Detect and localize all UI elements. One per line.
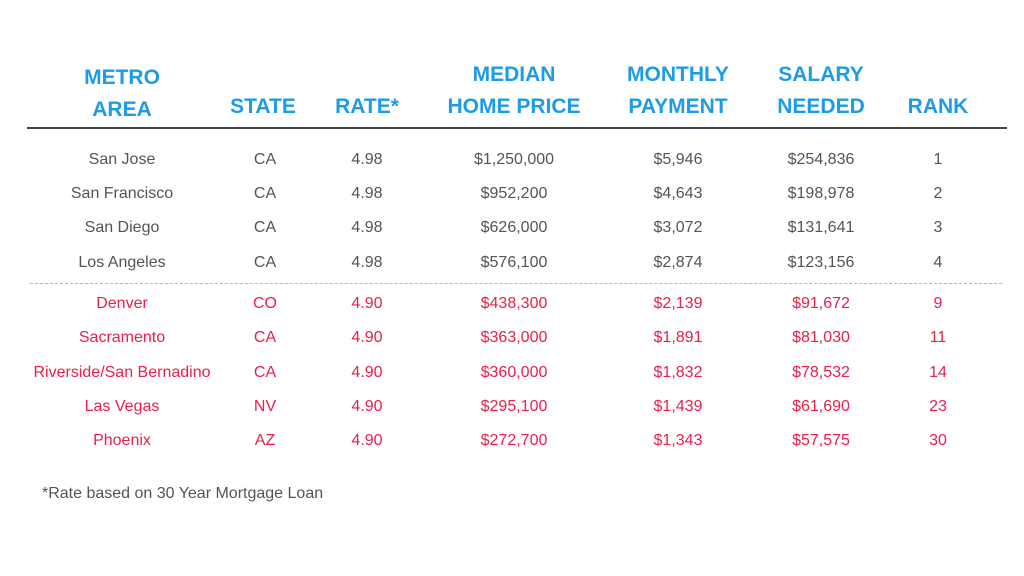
cell-metro: Phoenix (93, 432, 151, 449)
header-payment-line-2: PAYMENT (628, 95, 728, 118)
cell-payment: $3,072 (653, 219, 703, 236)
cell-salary: $198,978 (787, 185, 855, 202)
cell-metro: Las Vegas (84, 398, 160, 415)
header-metro-area: METRO AREA (84, 62, 160, 126)
cell-rate: 4.98 (351, 151, 383, 168)
header-price-line-2: HOME PRICE (447, 95, 581, 118)
cell-rank: 11 (929, 329, 947, 346)
cell-price: $1,250,000 (473, 151, 555, 168)
header-divider (27, 127, 1007, 129)
cell-metro: San Jose (88, 151, 156, 168)
header-median-home-price: MEDIAN HOME PRICE (447, 59, 580, 123)
cell-rank: 3 (933, 219, 943, 236)
cell-price: $360,000 (480, 364, 548, 381)
cell-rank: 4 (933, 254, 943, 271)
table-row: San Diego CA 4.98 $626,000 $3,072 $131,641 3 (0, 216, 1024, 240)
cell-price: $438,300 (480, 295, 548, 312)
cell-rank: 2 (933, 185, 943, 202)
cell-rate: 4.90 (351, 364, 383, 381)
cell-metro: Denver (96, 295, 148, 312)
cell-salary: $91,672 (792, 295, 850, 312)
cell-rate: 4.98 (351, 254, 383, 271)
table-row: Phoenix AZ 4.90 $272,700 $1,343 $57,575 30 (0, 429, 1024, 453)
cell-state: CA (253, 329, 277, 346)
cell-state: CA (253, 185, 277, 202)
cell-salary: $123,156 (787, 254, 855, 271)
cell-metro: San Francisco (70, 185, 174, 202)
header-rank: RANK (907, 95, 969, 118)
cell-salary: $61,690 (792, 398, 850, 415)
cell-salary: $57,575 (792, 432, 850, 449)
cell-state: AZ (254, 432, 276, 449)
cell-state: CA (253, 364, 277, 381)
cell-price: $295,100 (480, 398, 548, 415)
header-salary-line-2: NEEDED (777, 95, 865, 118)
cell-rate: 4.90 (351, 432, 383, 449)
cell-payment: $1,891 (653, 329, 703, 346)
header-metro-line-2: AREA (92, 98, 152, 121)
cell-price: $363,000 (480, 329, 548, 346)
cell-rate: 4.90 (351, 398, 383, 415)
cell-metro: Riverside/San Bernadino (33, 364, 211, 381)
cell-rank: 14 (929, 364, 947, 381)
table-row: Los Angeles CA 4.98 $576,100 $2,874 $123,156 4 (0, 251, 1024, 275)
cell-state: NV (253, 398, 277, 415)
table-row: San Jose CA 4.98 $1,250,000 $5,946 $254,836 1 (0, 148, 1024, 172)
cell-payment: $1,439 (653, 398, 703, 415)
cell-rate: 4.98 (351, 185, 383, 202)
cell-rank: 30 (929, 432, 947, 449)
cell-payment: $2,139 (653, 295, 703, 312)
header-price-line-1: MEDIAN (472, 63, 556, 86)
cell-state: CA (253, 151, 277, 168)
header-monthly-payment: MONTHLY PAYMENT (627, 59, 729, 123)
cell-rate: 4.90 (351, 295, 383, 312)
table-row: Las Vegas NV 4.90 $295,100 $1,439 $61,690 23 (0, 395, 1024, 419)
cell-salary: $78,532 (792, 364, 850, 381)
cell-metro: Los Angeles (78, 254, 166, 271)
cell-state: CA (253, 219, 277, 236)
cell-payment: $1,832 (653, 364, 703, 381)
cell-rate: 4.98 (351, 219, 383, 236)
table-row: Denver CO 4.90 $438,300 $2,139 $91,672 9 (0, 292, 1024, 316)
cell-salary: $81,030 (792, 329, 850, 346)
cell-state: CA (253, 254, 277, 271)
header-payment-line-1: MONTHLY (627, 63, 729, 86)
header-salary-needed: SALARY NEEDED (777, 59, 865, 123)
cell-price: $952,200 (480, 185, 548, 202)
cell-state: CO (253, 295, 277, 312)
cell-price: $626,000 (480, 219, 548, 236)
footnote: *Rate based on 30 Year Mortgage Loan (42, 485, 324, 502)
cell-price: $272,700 (480, 432, 548, 449)
table-row: San Francisco CA 4.98 $952,200 $4,643 $198,97… (0, 182, 1024, 206)
cell-rank: 9 (933, 295, 943, 312)
header-salary-line-1: SALARY (778, 63, 864, 86)
header-rate: RATE* (335, 95, 399, 118)
group-divider (30, 283, 1002, 284)
cell-rank: 1 (933, 151, 943, 168)
cell-rank: 23 (929, 398, 947, 415)
cell-salary: $131,641 (787, 219, 855, 236)
cell-rate: 4.90 (351, 329, 383, 346)
cell-payment: $4,643 (653, 185, 703, 202)
cell-metro: Sacramento (78, 329, 166, 346)
cell-payment: $5,946 (653, 151, 703, 168)
cell-payment: $2,874 (653, 254, 703, 271)
header-metro-line-1: METRO (84, 66, 160, 89)
cell-payment: $1,343 (653, 432, 703, 449)
table-row: Riverside/San Bernadino CA 4.90 $360,000 $1,… (0, 361, 1024, 385)
cell-price: $576,100 (480, 254, 548, 271)
cell-metro: San Diego (84, 219, 160, 236)
header-state: STATE (230, 95, 296, 118)
table-row: Sacramento CA 4.90 $363,000 $1,891 $81,030 11 (0, 326, 1024, 350)
cell-salary: $254,836 (787, 151, 855, 168)
